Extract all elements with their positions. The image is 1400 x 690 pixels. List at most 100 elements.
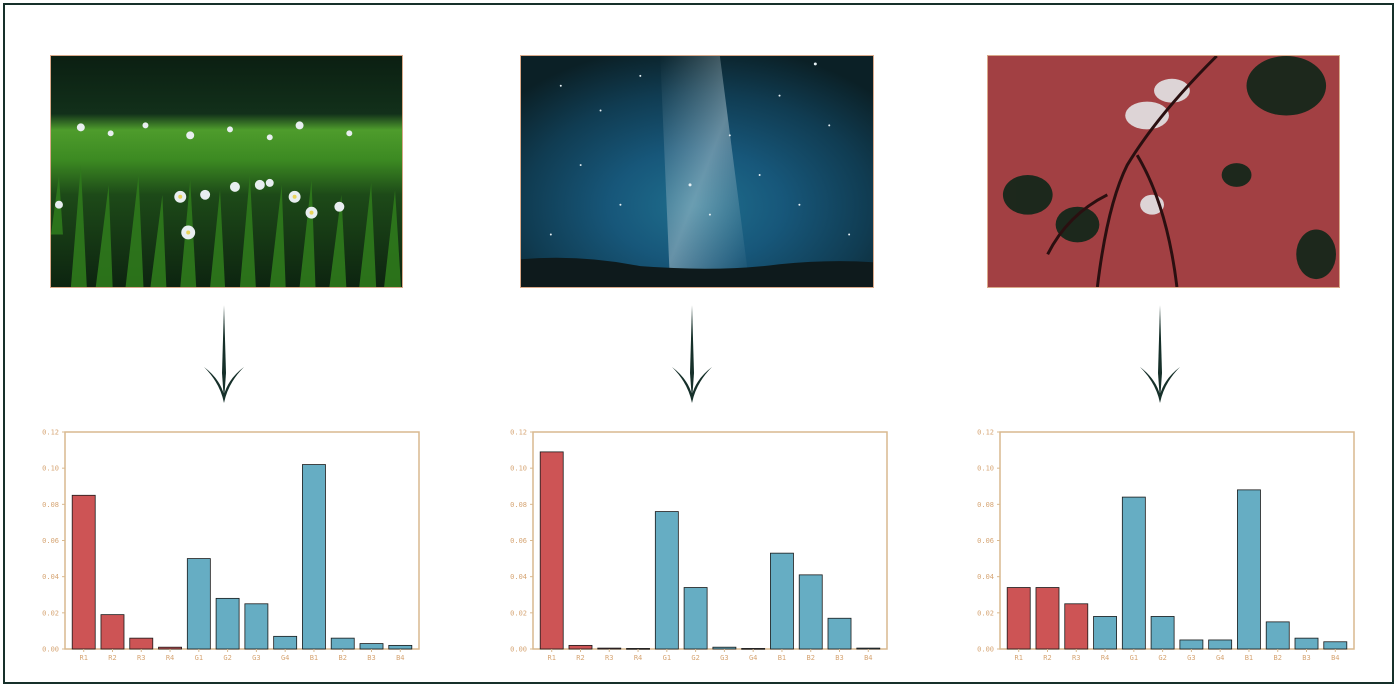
y-tick-label: 0.06 xyxy=(42,537,59,545)
bar-r3 xyxy=(597,647,622,650)
bar-g2 xyxy=(215,597,240,650)
y-tick-label: 0.02 xyxy=(977,609,994,617)
x-tick-label: B3 xyxy=(835,654,843,660)
x-tick-label: R4 xyxy=(166,654,174,660)
y-tick-label: 0.10 xyxy=(510,465,527,473)
histogram-1-svg: 0.00 0.02 0.04 0.06 0.08 0.10 0.12 R1 R2 R3 R4 G1 G2… xyxy=(42,429,420,660)
x-tick-label: B4 xyxy=(1331,654,1339,660)
x-tick-label: G4 xyxy=(1216,654,1224,660)
bar-g3 xyxy=(712,646,737,650)
red-maple-leaves-photo xyxy=(987,55,1340,288)
y-tick-label: 0.00 xyxy=(42,646,59,654)
bar-b2 xyxy=(330,637,355,650)
bar-g3 xyxy=(1179,639,1204,650)
y-tick-label: 0.00 xyxy=(510,646,527,654)
bar-g4 xyxy=(273,635,298,650)
bar-b4 xyxy=(856,647,881,650)
x-tick-label: B1 xyxy=(778,654,786,660)
x-tick-label: G4 xyxy=(281,654,289,660)
y-tick-label: 0.06 xyxy=(977,537,994,545)
plot-area-frame xyxy=(532,431,888,650)
x-tick-label: R2 xyxy=(576,654,584,660)
y-tick-label: 0.08 xyxy=(977,501,994,509)
x-tick-label: R2 xyxy=(1043,654,1051,660)
y-tick-label: 0.04 xyxy=(977,573,994,581)
x-tick-label: B4 xyxy=(864,654,872,660)
bar-r1 xyxy=(71,494,96,650)
bar-g2 xyxy=(1150,616,1175,650)
y-tick-label: 0.06 xyxy=(510,537,527,545)
x-tick-label: R4 xyxy=(1101,654,1109,660)
red-foliage-image-icon xyxy=(988,56,1339,287)
bar-b2 xyxy=(798,574,823,650)
x-tick-label: G3 xyxy=(1187,654,1195,660)
x-tick-label: R3 xyxy=(605,654,613,660)
y-tick-label: 0.12 xyxy=(977,429,994,437)
y-tick-label: 0.08 xyxy=(510,501,527,509)
x-tick-label: B2 xyxy=(339,654,347,660)
bar-g1 xyxy=(186,558,211,650)
y-tick-label: 0.02 xyxy=(510,609,527,617)
x-tick-label: R2 xyxy=(108,654,116,660)
bar-b4 xyxy=(1323,641,1348,650)
x-tick-label: B3 xyxy=(367,654,375,660)
x-tick-label: G2 xyxy=(691,654,699,660)
x-tick-label: R1 xyxy=(79,654,87,660)
bar-g1 xyxy=(1121,496,1146,650)
bar-b1 xyxy=(770,552,794,650)
down-arrow-icon xyxy=(1140,305,1180,403)
bar-r3 xyxy=(129,637,154,650)
y-tick-label: 0.12 xyxy=(42,429,59,437)
x-tick-label: R3 xyxy=(137,654,145,660)
x-tick-label: G1 xyxy=(195,654,203,660)
y-tick-label: 0.08 xyxy=(42,501,59,509)
bar-r4 xyxy=(1093,616,1117,650)
histogram-2-svg: 0.00 0.02 0.04 0.06 0.08 0.10 0.12 R1 R2 R3 R4 G1 G2… xyxy=(510,429,888,660)
x-tick-label: G3 xyxy=(252,654,260,660)
meadow-daisies-photo xyxy=(50,55,403,288)
bar-b1 xyxy=(1237,489,1261,650)
bar-g4 xyxy=(1208,639,1233,650)
bar-r4 xyxy=(158,646,182,650)
bar-g3 xyxy=(244,603,269,650)
x-tick-label: R1 xyxy=(1014,654,1022,660)
x-tick-label: G1 xyxy=(663,654,671,660)
bar-r2 xyxy=(100,614,125,650)
bar-g1 xyxy=(654,511,679,650)
bar-r1 xyxy=(1006,587,1031,650)
histogram-chart-1: 0.00 0.02 0.04 0.06 0.08 0.10 0.12 R1 R2 R3 R4 G1 G2… xyxy=(25,424,425,660)
histogram-chart-3: 0.00 0.02 0.04 0.06 0.08 0.10 0.12 R1 R2 R3 R4 G1 G2… xyxy=(960,424,1360,660)
down-arrow-icon xyxy=(204,305,244,403)
bar-b3 xyxy=(1294,637,1319,650)
bar-b3 xyxy=(827,617,852,650)
x-tick-label: G2 xyxy=(1158,654,1166,660)
y-tick-label: 0.10 xyxy=(42,465,59,473)
meadow-image-icon xyxy=(51,56,402,287)
x-tick-label: B4 xyxy=(396,654,404,660)
x-tick-label: G4 xyxy=(749,654,757,660)
x-tick-label: R3 xyxy=(1072,654,1080,660)
y-tick-label: 0.10 xyxy=(977,465,994,473)
histogram-3-svg: 0.00 0.02 0.04 0.06 0.08 0.10 0.12 R1 R2 R3 R4 G1 G2… xyxy=(977,429,1355,660)
bar-r2 xyxy=(1035,587,1060,650)
bar-b3 xyxy=(359,643,384,650)
bar-b1 xyxy=(302,464,326,650)
night-sky-image-icon xyxy=(521,56,873,287)
x-tick-label: B1 xyxy=(310,654,318,660)
y-tick-label: 0.12 xyxy=(510,429,527,437)
y-tick-label: 0.04 xyxy=(42,573,59,581)
bar-r1 xyxy=(539,451,564,650)
bar-r2 xyxy=(568,644,593,650)
x-tick-label: G2 xyxy=(223,654,231,660)
bar-b4 xyxy=(388,644,413,650)
x-tick-label: B1 xyxy=(1245,654,1253,660)
bar-g2 xyxy=(683,587,708,650)
x-tick-label: G1 xyxy=(1130,654,1138,660)
histogram-chart-2: 0.00 0.02 0.04 0.06 0.08 0.10 0.12 R1 R2 R3 R4 G1 G2… xyxy=(493,424,893,660)
down-arrow-icon xyxy=(672,305,712,403)
x-tick-label: B3 xyxy=(1302,654,1310,660)
milky-way-night-sky-photo xyxy=(520,55,874,288)
x-tick-label: B2 xyxy=(807,654,815,660)
x-tick-label: R4 xyxy=(634,654,642,660)
x-tick-label: R1 xyxy=(547,654,555,660)
